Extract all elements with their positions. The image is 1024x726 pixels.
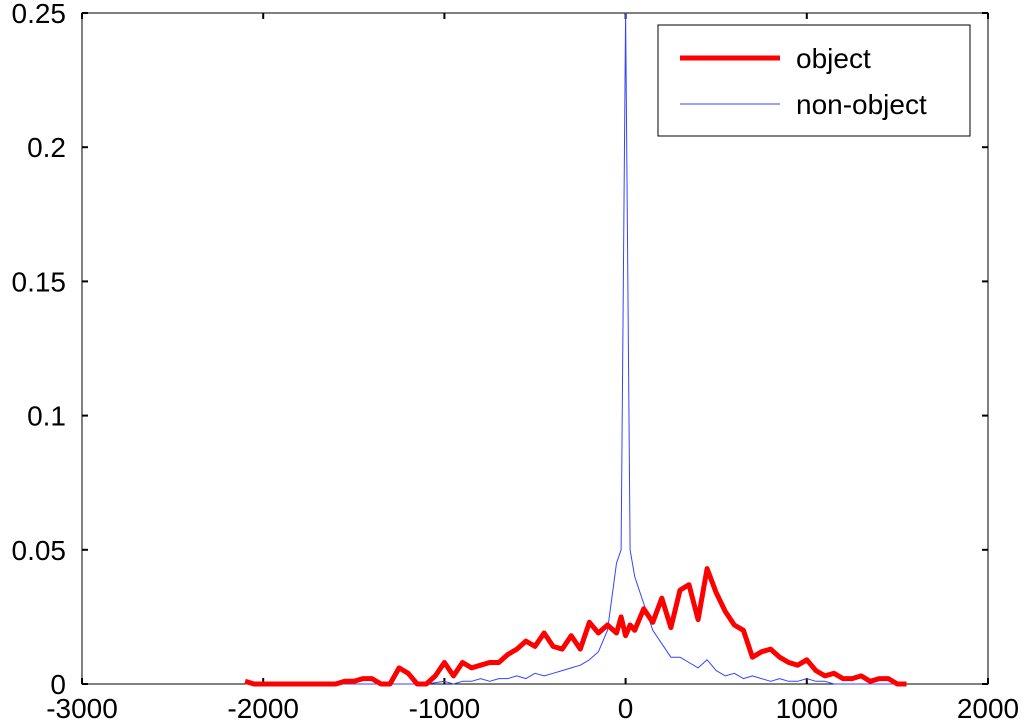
ticks [81, 12, 989, 685]
legend: object non-object [657, 24, 971, 137]
x-tick-label: 1000 [776, 693, 838, 724]
legend-label-non-object: non-object [796, 89, 927, 120]
tick-labels: -3000 -2000 -1000 0 1000 2000 0 0.05 0.1 0.15 0.2 0… [12, 0, 1020, 724]
x-tick-label: 0 [618, 693, 634, 724]
series-line-object [244, 566, 907, 687]
y-tick-label: 0.1 [27, 401, 66, 432]
legend-label-object: object [796, 43, 871, 74]
x-tick-label: -3000 [46, 693, 118, 724]
x-tick-label: -1000 [409, 693, 481, 724]
x-tick-label: -2000 [227, 693, 299, 724]
y-tick-label: 0 [50, 669, 66, 700]
series-lines [244, 12, 907, 687]
y-tick-label: 0.15 [12, 266, 67, 297]
y-tick-label: 0.2 [27, 132, 66, 163]
y-tick-label: 0.05 [12, 535, 67, 566]
x-tick-label: 2000 [957, 693, 1019, 724]
legend-box [657, 24, 971, 137]
y-tick-label: 0.25 [12, 0, 67, 29]
